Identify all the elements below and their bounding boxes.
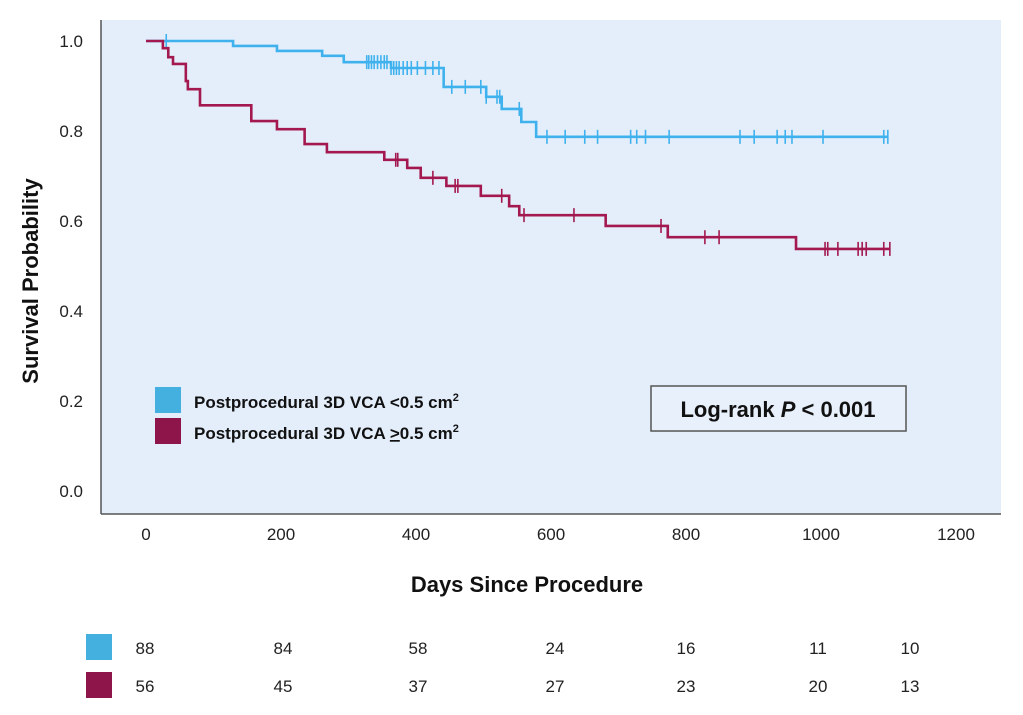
risk-table-cell: 23 (677, 677, 696, 696)
x-tick-label: 1200 (937, 525, 975, 544)
risk-table-cell: 37 (409, 677, 428, 696)
risk-table-cell: 56 (136, 677, 155, 696)
risk-table-swatch (86, 672, 112, 698)
log-rank-annotation: Log-rank P < 0.001 (650, 385, 907, 432)
risk-table-cell: 88 (136, 639, 155, 658)
risk-table-cell: 16 (677, 639, 696, 658)
risk-table-swatch (86, 634, 112, 660)
y-tick-label: 0.8 (59, 122, 83, 141)
number-at-risk-table: 88 84 58 24 16 11 10 56 45 37 27 23 20 13 (86, 634, 919, 698)
survival-curve-line (146, 39, 890, 251)
x-tick-label: 800 (672, 525, 700, 544)
risk-table-cell: 84 (274, 639, 293, 658)
risk-table-cell: 10 (901, 639, 920, 658)
y-tick-labels: 0.0 0.2 0.4 0.6 0.8 1.0 (59, 32, 83, 501)
x-tick-labels: 0 200 400 600 800 1000 1200 (141, 525, 975, 544)
x-tick-label: 0 (141, 525, 150, 544)
y-axis-title: Survival Probability (18, 178, 43, 384)
annotation-text: Log-rank P < 0.001 (680, 397, 875, 422)
risk-table-cell: 27 (546, 677, 565, 696)
y-tick-label: 0.2 (59, 392, 83, 411)
risk-table-cell: 13 (901, 677, 920, 696)
x-tick-label: 1000 (802, 525, 840, 544)
legend-swatch-series-0 (155, 387, 181, 413)
y-tick-label: 0.0 (59, 482, 83, 501)
legend: Postprocedural 3D VCA <0.5 cm2 Postproce… (155, 387, 459, 444)
risk-table-cell: 58 (409, 639, 428, 658)
survival-curves (146, 34, 891, 256)
risk-table-cell: 24 (546, 639, 565, 658)
x-axis-title: Days Since Procedure (411, 572, 643, 597)
legend-label-series-0: Postprocedural 3D VCA <0.5 cm2 (194, 392, 459, 412)
risk-table-cell: 11 (809, 639, 827, 658)
risk-table-cell: 45 (274, 677, 293, 696)
y-tick-label: 0.4 (59, 302, 83, 321)
series-0 (146, 34, 889, 144)
risk-table-cell: 20 (809, 677, 828, 696)
series-1 (146, 39, 891, 256)
legend-label-series-1: Postprocedural 3D VCA >0.5 cm2 (194, 423, 459, 443)
x-tick-label: 600 (537, 525, 565, 544)
y-tick-label: 1.0 (59, 32, 83, 51)
legend-swatch-series-1 (155, 418, 181, 444)
x-tick-label: 400 (402, 525, 430, 544)
x-tick-label: 200 (267, 525, 295, 544)
annotation-box (650, 385, 907, 432)
y-tick-label: 0.6 (59, 212, 83, 231)
